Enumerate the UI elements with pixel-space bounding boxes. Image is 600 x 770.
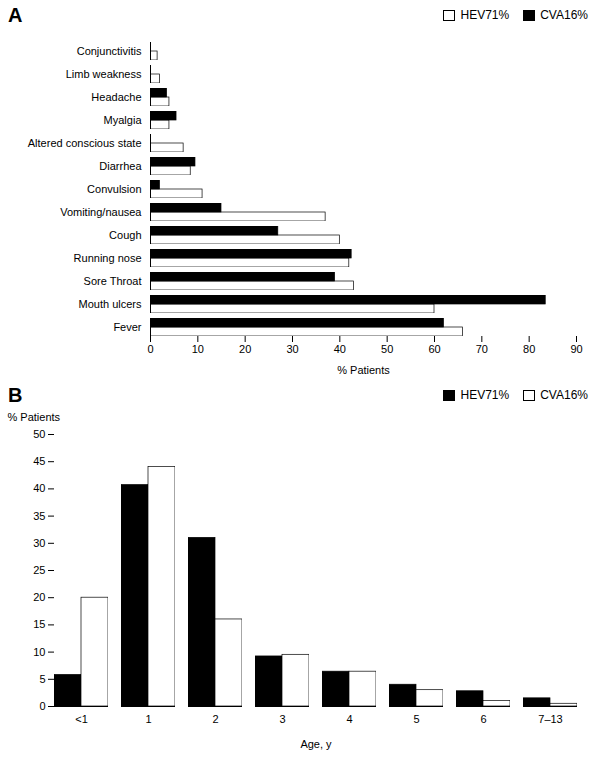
svg-text:2: 2 <box>212 713 218 725</box>
svg-text:3: 3 <box>279 713 285 725</box>
svg-text:Cough: Cough <box>109 229 141 241</box>
svg-text:40: 40 <box>334 343 346 355</box>
svg-text:60: 60 <box>428 343 440 355</box>
svg-text:90: 90 <box>570 343 582 355</box>
svg-text:Age, y: Age, y <box>300 738 332 750</box>
svg-text:Sore Throat: Sore Throat <box>84 275 142 287</box>
html-text:CVA16%: CVA16% <box>540 388 588 402</box>
svg-text:5: 5 <box>413 713 419 725</box>
svg-text:% Patients: % Patients <box>337 364 390 376</box>
html-text:HEV71%: HEV71% <box>460 388 510 402</box>
svg-text:10: 10 <box>192 343 204 355</box>
svg-text:1: 1 <box>145 713 151 725</box>
svg-text:Running nose: Running nose <box>74 252 142 264</box>
svg-text:25: 25 <box>33 564 45 576</box>
svg-text:<1: <1 <box>75 713 88 725</box>
svg-text:0: 0 <box>147 343 153 355</box>
svg-text:Diarrhea: Diarrhea <box>99 160 142 172</box>
svg-text:Headache: Headache <box>91 91 141 103</box>
svg-text:Fever: Fever <box>113 321 141 333</box>
svg-text:10: 10 <box>33 646 45 658</box>
svg-text:Convulsion: Convulsion <box>87 183 141 195</box>
svg-text:0: 0 <box>39 700 45 712</box>
html-text:B: B <box>8 383 23 406</box>
svg-text:5: 5 <box>39 673 45 685</box>
svg-text:6: 6 <box>480 713 486 725</box>
svg-text:Vomiting/nausea: Vomiting/nausea <box>60 206 142 218</box>
svg-text:Limb weakness: Limb weakness <box>66 68 142 80</box>
html-text:CVA16%: CVA16% <box>540 8 588 22</box>
svg-text:Mouth ulcers: Mouth ulcers <box>79 298 142 310</box>
svg-text:20: 20 <box>33 591 45 603</box>
svg-text:45: 45 <box>33 455 45 467</box>
html-text:A: A <box>8 3 23 26</box>
svg-text:% Patients: % Patients <box>8 411 61 423</box>
svg-text:35: 35 <box>33 510 45 522</box>
svg-text:40: 40 <box>33 482 45 494</box>
svg-text:4: 4 <box>346 713 352 725</box>
svg-text:70: 70 <box>476 343 488 355</box>
svg-text:7–13: 7–13 <box>538 713 562 725</box>
svg-text:30: 30 <box>33 537 45 549</box>
svg-text:50: 50 <box>381 343 393 355</box>
svg-text:Myalgia: Myalgia <box>104 114 143 126</box>
svg-text:15: 15 <box>33 618 45 630</box>
svg-text:20: 20 <box>239 343 251 355</box>
svg-text:30: 30 <box>286 343 298 355</box>
svg-text:50: 50 <box>33 428 45 440</box>
svg-text:Altered conscious state: Altered conscious state <box>28 137 142 149</box>
svg-text:Conjunctivitis: Conjunctivitis <box>77 45 142 57</box>
svg-text:80: 80 <box>523 343 535 355</box>
html-text:HEV71%: HEV71% <box>460 8 510 22</box>
